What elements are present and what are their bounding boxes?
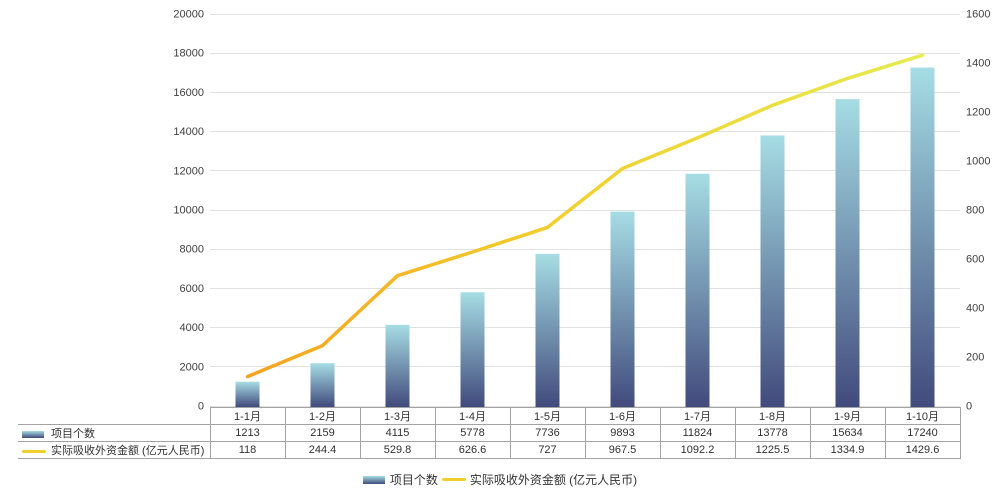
bar[interactable] <box>760 135 785 407</box>
bar[interactable] <box>610 211 635 407</box>
table-value-cell: 118 <box>209 441 286 459</box>
table-category-header: 1-1月 <box>209 407 286 425</box>
bar-series-swatch <box>22 430 44 438</box>
right-axis-tick-label: 1600 <box>966 9 990 21</box>
left-axis-tick-label: 4000 <box>180 322 204 334</box>
left-axis-tick-label: 20000 <box>173 9 204 21</box>
bar[interactable] <box>835 99 860 407</box>
right-axis-tick-label: 0 <box>966 401 972 411</box>
table-category-header: 1-5月 <box>509 407 586 425</box>
right-axis-tick-label: 600 <box>966 254 984 266</box>
table-category-header: 1-9月 <box>809 407 886 425</box>
legend-label: 实际吸收外资金额 (亿元人民币) <box>469 473 638 487</box>
table-value-cell: 1092.2 <box>659 441 736 459</box>
series-name: 项目个数 <box>51 428 95 440</box>
series-name: 实际吸收外资金额 (亿元人民币) <box>51 445 205 457</box>
bar[interactable] <box>310 363 335 407</box>
left-axis-tick-label: 8000 <box>180 244 204 256</box>
table-value-cell: 11824 <box>659 424 736 442</box>
table-category-header: 1-2月 <box>284 407 361 425</box>
table-value-cell: 1213 <box>209 424 286 442</box>
legend-item-line[interactable]: 实际吸收外资金额 (亿元人民币) <box>441 471 638 488</box>
chart-data-table: 1-1月 1-2月 1-3月 1-4月 1-5月 1-6月 1-7月 1-8月 1-9月 1-10… <box>18 407 961 459</box>
table-category-header: 1-6月 <box>584 407 661 425</box>
right-axis-tick-label: 200 <box>966 352 984 364</box>
left-axis-tick-label: 2000 <box>180 361 204 373</box>
right-axis-tick-label: 1000 <box>966 156 990 168</box>
table-value-cell: 626.6 <box>434 441 511 459</box>
right-axis-tick-label: 400 <box>966 303 984 315</box>
table-category-header: 1-8月 <box>734 407 811 425</box>
left-axis-tick-label: 14000 <box>173 126 204 138</box>
combo-chart: 2000018000160001400012000100008000600040… <box>173 9 990 411</box>
bar[interactable] <box>235 381 260 407</box>
line-series[interactable] <box>245 53 925 379</box>
table-category-header: 1-7月 <box>659 407 736 425</box>
bar-series-swatch <box>362 475 385 484</box>
table-series-label: 项目个数 <box>18 424 211 442</box>
bar[interactable] <box>685 173 710 407</box>
right-axis-tick-label: 800 <box>966 205 984 217</box>
table-value-cell: 1334.9 <box>809 441 886 459</box>
left-axis-tick-label: 16000 <box>173 87 204 99</box>
bar[interactable] <box>910 67 935 407</box>
line-series-swatch <box>22 449 46 453</box>
data-table: 1-1月 1-2月 1-3月 1-4月 1-5月 1-6月 1-7月 1-8月 1-9月 1-10… <box>18 407 961 459</box>
table-category-header: 1-10月 <box>884 407 961 425</box>
bar[interactable] <box>385 324 410 407</box>
left-axis-tick-label: 12000 <box>173 165 204 177</box>
table-value-cell: 727 <box>509 441 586 459</box>
table-value-cell: 529.8 <box>359 441 436 459</box>
table-value-cell: 17240 <box>884 424 961 442</box>
bar[interactable] <box>460 292 485 407</box>
left-axis-tick-label: 10000 <box>173 205 204 217</box>
table-corner-cell <box>18 408 210 425</box>
line-series-swatch <box>441 478 466 481</box>
table-value-cell: 244.4 <box>284 441 361 459</box>
table-value-cell: 7736 <box>509 424 586 442</box>
table-value-cell: 4115 <box>359 424 436 442</box>
legend-item-bars[interactable]: 项目个数 <box>362 471 438 488</box>
table-series-label: 实际吸收外资金额 (亿元人民币) <box>18 441 211 459</box>
table-value-cell: 2159 <box>284 424 361 442</box>
table-value-cell: 5778 <box>434 424 511 442</box>
chart-legend: 项目个数 实际吸收外资金额 (亿元人民币) <box>0 471 1000 488</box>
table-value-cell: 15634 <box>809 424 886 442</box>
table-value-cell: 9893 <box>584 424 661 442</box>
table-value-cell: 967.5 <box>584 441 661 459</box>
table-value-cell: 13778 <box>734 424 811 442</box>
left-axis-tick-label: 0 <box>198 401 204 411</box>
left-axis-tick-label: 6000 <box>180 283 204 295</box>
table-category-header: 1-4月 <box>434 407 511 425</box>
table-value-cell: 1225.5 <box>734 441 811 459</box>
right-axis-tick-label: 1200 <box>966 107 990 119</box>
legend-label: 项目个数 <box>389 473 438 487</box>
right-axis-tick-label: 1400 <box>966 58 990 70</box>
table-category-header: 1-3月 <box>359 407 436 425</box>
left-axis-tick-label: 18000 <box>173 48 204 60</box>
bar[interactable] <box>535 253 560 407</box>
table-value-cell: 1429.6 <box>884 441 961 459</box>
